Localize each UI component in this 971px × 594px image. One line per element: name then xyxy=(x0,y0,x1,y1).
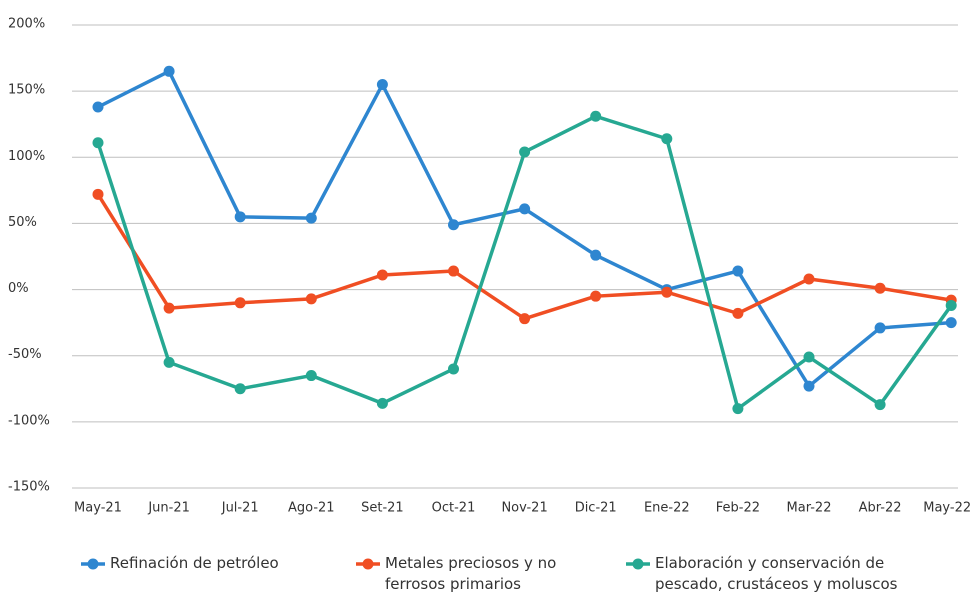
point xyxy=(590,290,602,302)
point xyxy=(448,265,459,277)
point xyxy=(305,212,317,224)
y-tick-label: 0% xyxy=(8,281,29,296)
point xyxy=(661,286,673,298)
point xyxy=(234,297,246,309)
point xyxy=(732,265,744,277)
point xyxy=(874,322,886,334)
point xyxy=(234,383,246,395)
y-tick-label: -100% xyxy=(8,413,50,428)
point xyxy=(519,203,531,215)
x-tick-label: Dic-21 xyxy=(575,501,617,516)
legend-item: Elaboración y conservación de pescado, c… xyxy=(625,553,945,594)
x-tick-label: Ene-22 xyxy=(644,501,690,516)
point xyxy=(803,351,815,363)
x-tick-label: Nov-21 xyxy=(501,501,547,516)
point xyxy=(803,273,815,285)
legend-swatch xyxy=(356,558,380,570)
x-tick-label: Set-21 xyxy=(361,501,404,516)
y-tick-label: 200% xyxy=(8,17,45,32)
y-tick-label: 150% xyxy=(8,83,45,98)
point xyxy=(376,397,388,409)
legend-dot xyxy=(362,558,374,570)
point xyxy=(163,65,175,77)
legend-label: Elaboración y conservación de pescado, c… xyxy=(655,554,898,593)
legend-label: Metales preciosos y no ferrosos primario… xyxy=(385,554,557,593)
legend-dot xyxy=(632,558,644,570)
point xyxy=(448,363,459,375)
x-tick-label: Mar-22 xyxy=(787,501,832,516)
series-line xyxy=(97,69,952,388)
point xyxy=(376,79,388,91)
point xyxy=(163,302,175,314)
legend-swatch xyxy=(81,558,105,570)
point xyxy=(448,219,459,231)
x-tick-label: May-21 xyxy=(74,501,122,516)
x-tick-label: Feb-22 xyxy=(716,501,760,516)
point xyxy=(590,110,602,122)
point xyxy=(163,356,175,368)
x-tick-label: Jun-21 xyxy=(147,501,190,516)
series-line xyxy=(96,114,953,411)
chart: -150% -100% -50% 0% 50% 100% 150% 200% May-21 Jun… xyxy=(8,17,971,516)
legend-item: Refinación de petróleo xyxy=(80,553,310,574)
point xyxy=(92,188,104,200)
y-tick-label: -50% xyxy=(8,347,42,362)
legend-item: Metales preciosos y no ferrosos primario… xyxy=(355,553,595,594)
point xyxy=(305,293,317,305)
point xyxy=(590,249,602,261)
x-tick-label: Abr-22 xyxy=(859,501,902,516)
point xyxy=(732,307,744,319)
point xyxy=(661,133,673,145)
x-tick-label: Oct-21 xyxy=(432,501,476,516)
point xyxy=(945,299,957,311)
point xyxy=(732,403,744,415)
y-tick-label: 100% xyxy=(8,149,45,164)
x-tick-label: May-22 xyxy=(923,501,971,516)
point xyxy=(519,146,531,158)
point xyxy=(376,269,388,281)
point xyxy=(92,101,104,113)
x-tick-label: Ago-21 xyxy=(288,501,335,516)
point xyxy=(305,370,317,382)
point xyxy=(945,317,957,329)
point xyxy=(92,137,104,149)
y-tick-label: -150% xyxy=(8,480,50,495)
point xyxy=(874,399,886,411)
legend-dot xyxy=(87,558,99,570)
point xyxy=(234,211,246,223)
point xyxy=(803,380,815,392)
y-tick-label: 50% xyxy=(8,215,37,230)
point xyxy=(874,282,886,294)
legend-swatch xyxy=(626,558,650,570)
point xyxy=(519,313,531,325)
x-tick-label: Jul-21 xyxy=(221,501,259,516)
legend-label: Refinación de petróleo xyxy=(110,554,279,572)
